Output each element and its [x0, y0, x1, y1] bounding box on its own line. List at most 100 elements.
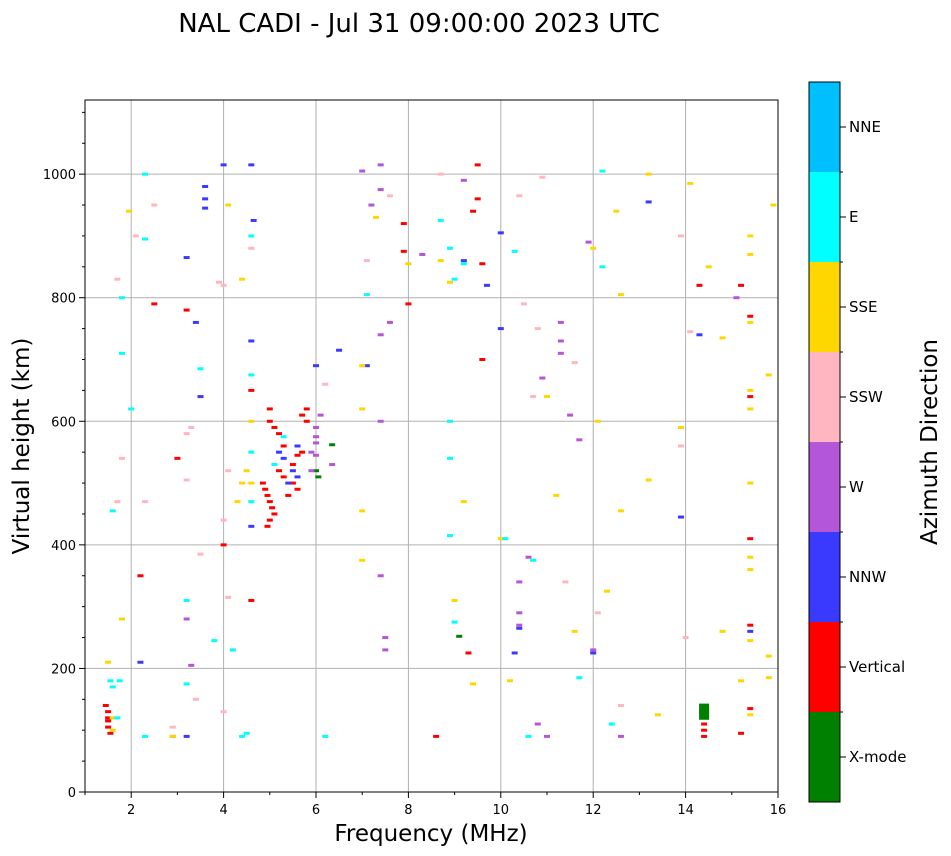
echo-nnw — [294, 444, 301, 448]
echo-e — [248, 450, 255, 454]
echo-sse — [747, 388, 754, 392]
echo-sse — [590, 246, 597, 250]
echo-e — [211, 639, 218, 643]
echo-w — [313, 441, 319, 445]
echo-vertical — [269, 506, 276, 510]
echo-nnw — [590, 651, 597, 655]
echo-vertical — [105, 719, 112, 723]
echo-ssw — [192, 697, 199, 701]
echo-nnw — [202, 185, 209, 188]
echo-x-mode — [456, 634, 463, 638]
echo-ssw — [220, 710, 227, 714]
echo-vertical — [183, 308, 190, 312]
echo-nnw — [747, 629, 754, 633]
echo-sse — [437, 259, 444, 263]
echo-ssw — [248, 246, 255, 250]
echo-w — [516, 611, 523, 615]
echo-w — [576, 438, 583, 442]
echo-e — [109, 685, 116, 689]
echo-vertical — [405, 302, 412, 306]
echo-vertical — [474, 163, 481, 167]
echo-sse — [747, 234, 754, 238]
echo-sse — [405, 262, 412, 266]
echo-vertical — [299, 450, 306, 454]
echo-w — [308, 450, 315, 454]
echo-nnw — [677, 515, 684, 519]
colorbar-tick-label: Vertical — [849, 658, 905, 676]
echo-sse — [359, 364, 366, 368]
x-tick-label: 6 — [312, 803, 320, 818]
echo-w — [733, 296, 740, 300]
echo-vertical — [470, 209, 477, 213]
echo-w — [377, 333, 384, 337]
axis-ticks: 2 4 6 8 10 12 14 16 0 200 400 600 800 1000 — [43, 111, 786, 818]
echo-ssw — [183, 432, 190, 436]
echo-ssw — [220, 518, 227, 522]
echo-sse — [747, 481, 754, 485]
echo-e — [599, 265, 606, 269]
echo-vertical — [266, 518, 273, 522]
echo-nnw — [248, 524, 255, 528]
echo-x-mode — [699, 703, 710, 714]
echo-w — [183, 617, 190, 621]
echo-sse — [738, 679, 745, 683]
echo-w — [567, 413, 574, 417]
echo-e — [502, 537, 509, 541]
echo-ssw — [562, 580, 569, 584]
echo-nnw — [460, 259, 467, 263]
echo-sse — [460, 500, 467, 504]
echo-nnw — [202, 206, 209, 210]
echo-vertical — [294, 453, 301, 457]
echo-nnw — [285, 481, 292, 485]
x-axis-label: Frequency (MHz) — [334, 821, 527, 847]
echo-e — [109, 509, 116, 513]
echo-sse — [544, 395, 550, 399]
echo-ssw — [534, 327, 541, 331]
echo-sse — [747, 568, 754, 572]
echo-nnw — [294, 475, 301, 479]
echo-sse — [118, 617, 125, 621]
echo-vertical — [102, 704, 109, 707]
echo-sse — [613, 209, 620, 213]
echo-sse — [109, 716, 116, 720]
echo-e — [183, 598, 190, 602]
echo-vertical — [747, 537, 754, 541]
echo-sse — [687, 181, 694, 185]
echo-vertical — [107, 731, 114, 735]
echo-ssw — [114, 277, 121, 281]
echo-w — [525, 555, 532, 559]
echo-w — [317, 413, 324, 417]
echo-vertical — [696, 283, 703, 287]
echo-e — [446, 456, 453, 460]
echo-ssw — [617, 704, 624, 707]
echo-sse — [248, 419, 255, 423]
echo-w — [516, 580, 523, 584]
echo-e — [142, 237, 149, 241]
echo-nnw — [696, 333, 703, 337]
x-tick-label: 10 — [493, 803, 510, 818]
echo-sse — [359, 509, 366, 513]
colorbar-segment — [809, 82, 840, 172]
echo-e — [229, 648, 236, 652]
echo-sse — [770, 203, 777, 207]
echo-vertical — [280, 444, 287, 448]
x-tick-label: 2 — [127, 803, 135, 818]
echo-sse — [234, 500, 241, 504]
colorbar-segment — [809, 442, 840, 532]
echo-w — [539, 376, 546, 380]
echo-e — [446, 246, 453, 250]
echo-e — [107, 679, 114, 683]
colorbar-tick-label: SSE — [849, 298, 878, 316]
echo-ssw — [197, 552, 204, 556]
echo-sse — [654, 713, 661, 717]
echo-sse — [109, 728, 116, 732]
echo-sse — [507, 679, 514, 683]
echo-ssw — [386, 194, 393, 198]
echo-ssw — [322, 382, 329, 386]
echo-e — [248, 234, 255, 238]
echo-vertical — [738, 731, 745, 735]
echo-sse — [645, 172, 652, 176]
echo-vertical — [400, 222, 407, 226]
echo-ssw — [225, 469, 232, 473]
echo-vertical — [747, 395, 754, 399]
